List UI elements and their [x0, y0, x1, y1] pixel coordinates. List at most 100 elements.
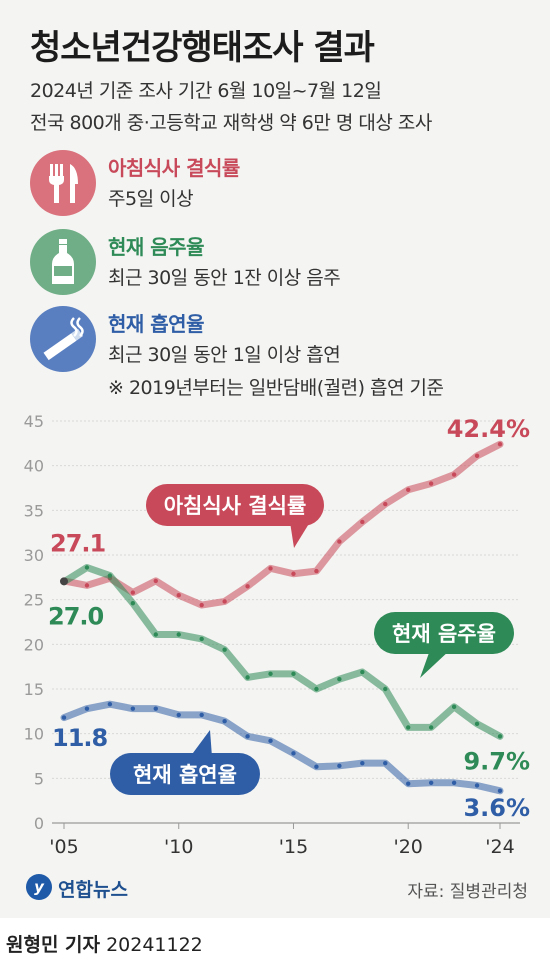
data-point [199, 602, 204, 608]
x-tick-label: '20 [394, 836, 423, 858]
callout-breakfast-pill-tail [290, 522, 310, 548]
data-point [268, 566, 273, 571]
callout-breakfast-pill [146, 484, 324, 526]
data-point [291, 671, 296, 677]
data-point [153, 706, 158, 711]
legend-item-breakfast: 아침식사 결식률 주5일 이상 [30, 150, 530, 220]
y-tick-label: 40 [24, 457, 44, 476]
data-point [497, 788, 503, 794]
label-end-breakfast: 42.4% [447, 415, 530, 443]
y-tick-label: 45 [24, 412, 44, 431]
data-point [222, 647, 227, 652]
callout-drinking-pill [374, 612, 514, 654]
data-point [291, 751, 296, 756]
data-point [314, 764, 319, 769]
legend-item-smoking: 현재 흡연율 최근 30일 동안 1일 이상 흡연 [30, 306, 530, 376]
data-source: 자료: 질병관리청 [407, 882, 528, 902]
data-point [84, 583, 90, 588]
data-point [360, 669, 365, 675]
data-point [61, 715, 67, 720]
legend-title-drinking: 현재 음주율 [108, 235, 204, 259]
logo-text: 연합뉴스 [58, 879, 128, 901]
data-point [245, 675, 250, 680]
data-point [291, 571, 296, 576]
callout-drinking-pill-tail [420, 650, 450, 678]
label-end-smoking: 3.6% [463, 794, 530, 822]
data-point [428, 725, 434, 730]
data-point [84, 565, 90, 570]
data-point [337, 763, 342, 769]
data-point [314, 686, 319, 692]
legend-title-smoking: 현재 흡연율 [108, 312, 204, 336]
label-start-smoking: 11.8 [52, 724, 108, 752]
series-line-0 [60, 440, 504, 609]
callout-smoking-pill [110, 753, 260, 795]
x-tick-label: '10 [164, 836, 193, 858]
y-tick-label: 5 [34, 769, 44, 788]
subtitle-period: 2024년 기준 조사 기간 6월 10일~7월 12일 [30, 80, 382, 102]
byline-date: 20241122 [106, 934, 203, 956]
data-point [337, 539, 342, 544]
series-line-1 [60, 564, 504, 740]
data-point [84, 706, 90, 711]
start-marker [60, 577, 68, 586]
page-title: 청소년건강행태조사 결과 [30, 28, 375, 68]
data-point [153, 578, 158, 584]
data-point [383, 760, 388, 766]
logo-mark-icon: y [26, 874, 52, 900]
data-point [474, 721, 480, 727]
cigarette-icon [30, 306, 96, 372]
data-point [360, 519, 365, 525]
legend-title-breakfast: 아침식사 결식률 [108, 156, 240, 180]
callout-breakfast-pill-label: 아침식사 결식률 [164, 494, 307, 518]
data-point [130, 590, 136, 595]
data-point [153, 632, 158, 637]
callout-drinking-pill-label: 현재 음주율 [392, 622, 496, 646]
data-point [428, 481, 434, 486]
data-point [130, 706, 136, 711]
data-point [428, 780, 434, 785]
data-point [130, 601, 136, 606]
data-point [451, 472, 457, 477]
data-point [268, 671, 273, 677]
x-tick-label: '24 [485, 836, 514, 858]
infographic-card: 청소년건강행태조사 결과 2024년 기준 조사 기간 6월 10일~7월 12… [0, 0, 550, 918]
byline: 원형민 기자 20241122 [6, 930, 203, 957]
data-point [222, 599, 227, 604]
legend-desc-smoking: 최근 30일 동안 1일 이상 흡연 [108, 344, 341, 366]
data-point [451, 704, 457, 710]
y-tick-label: 25 [24, 591, 44, 610]
data-point [337, 676, 342, 682]
data-point [314, 568, 319, 574]
y-tick-label: 0 [34, 814, 44, 833]
legend-desc-drinking: 최근 30일 동안 1잔 이상 음주 [108, 267, 341, 289]
bottle-icon [30, 229, 96, 295]
data-point [383, 686, 388, 692]
data-point [406, 781, 411, 786]
byline-reporter: 원형민 기자 [6, 934, 101, 956]
smoking-basis-note: ※ 2019년부터는 일반담배(궐련) 흡연 기준 [108, 377, 444, 399]
data-point [222, 718, 227, 724]
line-chart: 0 5 10 15 20 25 30 35 40 45 '05 '10 '15 '20 '24 27.1 27.… [24, 412, 530, 858]
data-point [245, 584, 250, 589]
y-tick-label: 30 [24, 546, 44, 565]
y-tick-label: 20 [24, 635, 44, 654]
label-start-breakfast: 27.1 [50, 529, 106, 557]
data-point [176, 593, 181, 598]
data-point [107, 701, 113, 707]
data-point [497, 734, 503, 739]
data-point [199, 712, 204, 718]
data-point [176, 632, 181, 637]
legend-desc-breakfast: 주5일 이상 [108, 188, 194, 210]
x-tick-label: '15 [279, 836, 308, 858]
y-tick-label: 15 [24, 680, 44, 699]
data-point [176, 712, 181, 718]
data-point [383, 501, 388, 507]
data-point [474, 783, 480, 788]
data-point [406, 725, 411, 730]
data-point [497, 442, 503, 447]
legend-item-drinking: 현재 음주율 최근 30일 동안 1잔 이상 음주 [30, 229, 530, 299]
label-end-drinking: 9.7% [463, 747, 530, 775]
data-point [451, 780, 457, 785]
publisher-logo: y 연합뉴스 [26, 874, 226, 904]
